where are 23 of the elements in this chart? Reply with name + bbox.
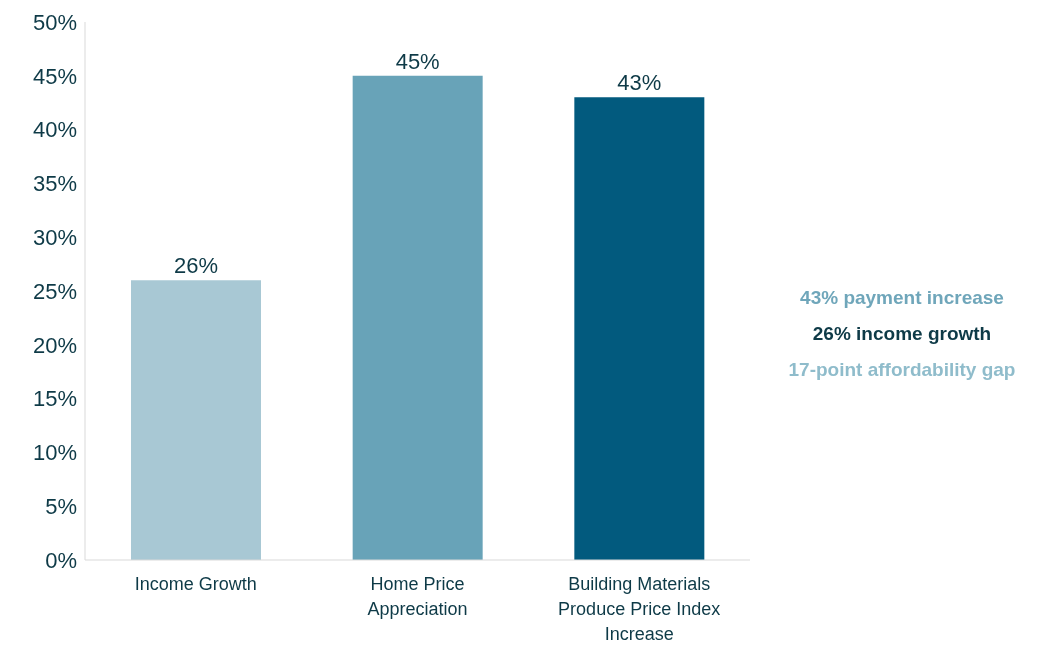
text: 17-point affordability gap — [787, 358, 1017, 382]
y-tick-label: 20% — [32, 332, 77, 358]
bar — [352, 75, 483, 560]
data-label: 43% — [617, 70, 662, 96]
x-tick-label: Building Materials Produce Price Index Increase — [558, 574, 721, 644]
text: 26% income growth — [811, 322, 993, 346]
bar — [574, 97, 705, 560]
x-tick-label: Income Growth — [134, 574, 257, 594]
data-label: 26% — [173, 253, 219, 279]
bar — [131, 280, 261, 560]
y-tick-label: 50% — [32, 9, 77, 35]
text: 43% payment increase — [799, 286, 1005, 310]
y-tick-label: 15% — [32, 386, 77, 412]
y-tick-label: 40% — [32, 117, 77, 143]
x-tick-label: Home Price Appreciation — [367, 574, 468, 619]
y-tick-label: 35% — [32, 171, 77, 197]
y-tick-label: 10% — [32, 440, 77, 466]
y-tick-label: 25% — [32, 278, 77, 304]
y-tick-label: 45% — [32, 63, 77, 89]
y-tick-label: 0% — [45, 547, 77, 573]
y-tick-label: 30% — [32, 225, 77, 251]
y-tick-label: 5% — [45, 494, 77, 520]
data-label: 45% — [395, 48, 440, 74]
